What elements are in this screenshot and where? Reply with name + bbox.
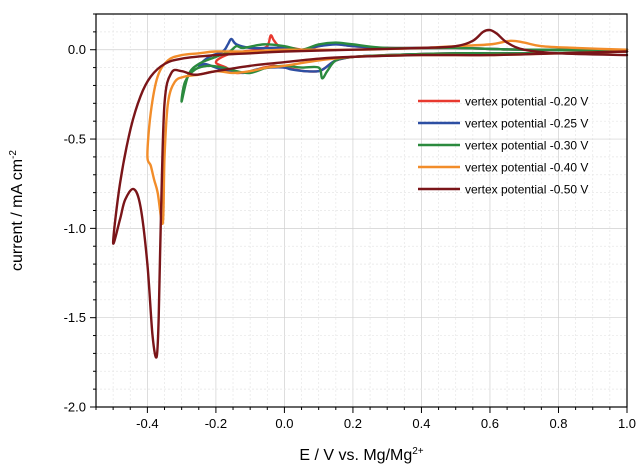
x-tick-label: -0.4 xyxy=(136,416,158,431)
series-line-5 xyxy=(111,28,629,359)
y-axis-title: current / mA cm-2 xyxy=(8,150,26,271)
legend-label-2: vertex potential -0.25 V xyxy=(465,117,588,131)
x-tick-label: 0.8 xyxy=(549,416,567,431)
series-line-3 xyxy=(180,41,629,103)
legend-label-4: vertex potential -0.40 V xyxy=(465,161,588,175)
x-tick-label: -0.2 xyxy=(205,416,227,431)
legend: vertex potential -0.20 V vertex potential… xyxy=(418,95,588,197)
y-tick-label: -1.0 xyxy=(64,221,86,236)
y-tick-label: -0.5 xyxy=(64,132,86,147)
x-tick-label: 1.0 xyxy=(618,416,636,431)
legend-label-3: vertex potential -0.30 V xyxy=(465,139,588,153)
x-axis-title: E / V vs. Mg/Mg2+ xyxy=(299,446,423,464)
series-lines xyxy=(111,28,629,359)
y-tick-label: -1.5 xyxy=(64,310,86,325)
y-tick-label: -2.0 xyxy=(64,400,86,415)
x-tick-label: 0.0 xyxy=(275,416,293,431)
legend-label-1: vertex potential -0.20 V xyxy=(465,95,588,109)
y-tick-label: 0.0 xyxy=(68,42,86,57)
tick-labels: -0.4 -0.2 0.0 0.2 0.4 0.6 0.8 1.0 0.0 -0.5 -1.0 -1.… xyxy=(64,42,636,431)
x-tick-label: 0.2 xyxy=(344,416,362,431)
x-tick-label: 0.6 xyxy=(481,416,499,431)
legend-label-5: vertex potential -0.50 V xyxy=(465,183,588,197)
grid-lines xyxy=(95,13,628,408)
x-tick-label: 0.4 xyxy=(412,416,430,431)
axis-ticks xyxy=(90,13,628,413)
